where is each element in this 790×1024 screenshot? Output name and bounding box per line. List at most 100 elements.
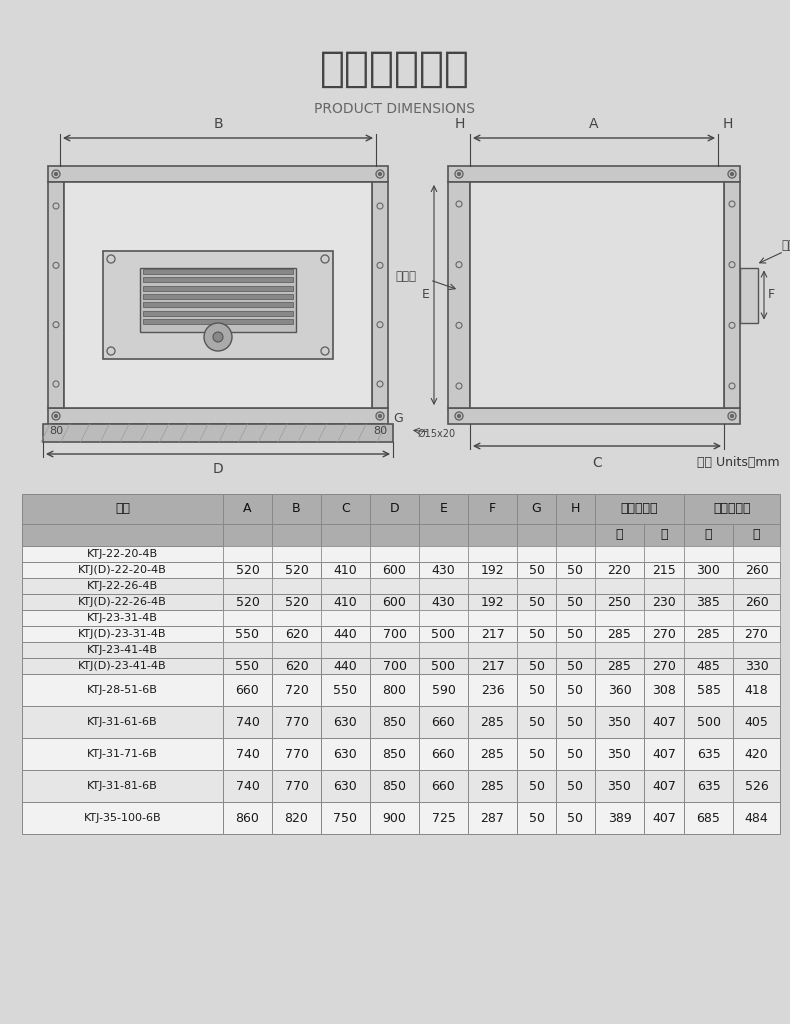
Bar [684, 578, 733, 594]
Bar [272, 578, 321, 594]
Bar [517, 770, 556, 802]
Circle shape [457, 172, 461, 175]
Bar [684, 770, 733, 802]
Bar [556, 494, 595, 524]
Bar [143, 319, 293, 325]
Bar [321, 594, 370, 610]
Bar [684, 738, 733, 770]
Bar [143, 302, 293, 307]
Text: 430: 430 [431, 596, 455, 608]
Bar [724, 182, 740, 408]
Bar [556, 674, 595, 706]
Circle shape [457, 415, 461, 418]
Bar [419, 594, 468, 610]
Text: 585: 585 [697, 683, 720, 696]
Text: H: H [723, 117, 733, 131]
Circle shape [213, 332, 223, 342]
Text: 550: 550 [235, 628, 259, 640]
Bar [556, 738, 595, 770]
Bar [272, 706, 321, 738]
Text: 850: 850 [382, 748, 407, 761]
Bar [22, 706, 223, 738]
Bar [684, 802, 733, 834]
Bar [556, 626, 595, 642]
Bar [143, 311, 293, 316]
Bar [419, 738, 468, 770]
Text: 285: 285 [480, 716, 505, 728]
Bar [419, 562, 468, 578]
Bar [595, 610, 644, 626]
Bar [321, 626, 370, 642]
Bar [733, 610, 780, 626]
Bar [272, 658, 321, 674]
Text: 770: 770 [284, 716, 309, 728]
Bar [448, 408, 740, 424]
Text: 550: 550 [235, 659, 259, 673]
Bar [272, 562, 321, 578]
Text: G: G [532, 503, 541, 515]
Text: 407: 407 [652, 779, 676, 793]
Bar [468, 494, 517, 524]
Text: 横: 横 [615, 528, 623, 542]
Bar [223, 578, 272, 594]
Bar [22, 738, 223, 770]
Bar [370, 594, 419, 610]
Bar [644, 562, 684, 578]
Text: KTJ-31-71-6B: KTJ-31-71-6B [87, 749, 158, 759]
Bar [733, 642, 780, 658]
Text: 630: 630 [333, 779, 357, 793]
Text: 590: 590 [431, 683, 456, 696]
Bar [733, 770, 780, 802]
Bar [517, 626, 556, 642]
Text: 270: 270 [744, 628, 769, 640]
Bar [556, 802, 595, 834]
Bar [470, 182, 724, 408]
Bar [684, 706, 733, 738]
Text: KTJ(D)-23-41-4B: KTJ(D)-23-41-4B [78, 662, 167, 671]
Bar [448, 182, 470, 408]
Text: 产品外形尺寸: 产品外形尺寸 [320, 48, 470, 90]
Bar [684, 626, 733, 642]
Bar [595, 642, 644, 658]
Bar [595, 658, 644, 674]
Text: 50: 50 [529, 748, 544, 761]
Bar [223, 626, 272, 642]
Bar [223, 594, 272, 610]
Bar [517, 546, 556, 562]
Bar [684, 546, 733, 562]
Text: E: E [422, 289, 430, 301]
Text: 285: 285 [480, 748, 505, 761]
Circle shape [378, 172, 382, 175]
Bar [684, 562, 733, 578]
Bar [595, 802, 644, 834]
Bar [419, 494, 468, 524]
Text: Ø15x20: Ø15x20 [418, 429, 456, 439]
Bar [321, 562, 370, 578]
Bar [517, 658, 556, 674]
Bar [468, 594, 517, 610]
Text: 50: 50 [529, 628, 544, 640]
Bar [644, 546, 684, 562]
Text: 50: 50 [567, 811, 584, 824]
Bar [22, 642, 223, 658]
Text: 725: 725 [431, 811, 456, 824]
Bar [740, 267, 758, 323]
Text: 385: 385 [697, 596, 720, 608]
Bar [468, 610, 517, 626]
Bar [370, 610, 419, 626]
Bar [22, 802, 223, 834]
Bar [419, 626, 468, 642]
Bar [733, 626, 780, 642]
Bar [143, 268, 293, 273]
Text: 217: 217 [480, 628, 504, 640]
Bar [556, 770, 595, 802]
Bar [103, 251, 333, 359]
Text: 330: 330 [745, 659, 769, 673]
Text: 850: 850 [382, 716, 407, 728]
Text: G: G [393, 412, 403, 425]
Text: 270: 270 [652, 628, 676, 640]
Text: 800: 800 [382, 683, 407, 696]
Bar [223, 770, 272, 802]
Bar [223, 562, 272, 578]
Bar [140, 267, 296, 333]
